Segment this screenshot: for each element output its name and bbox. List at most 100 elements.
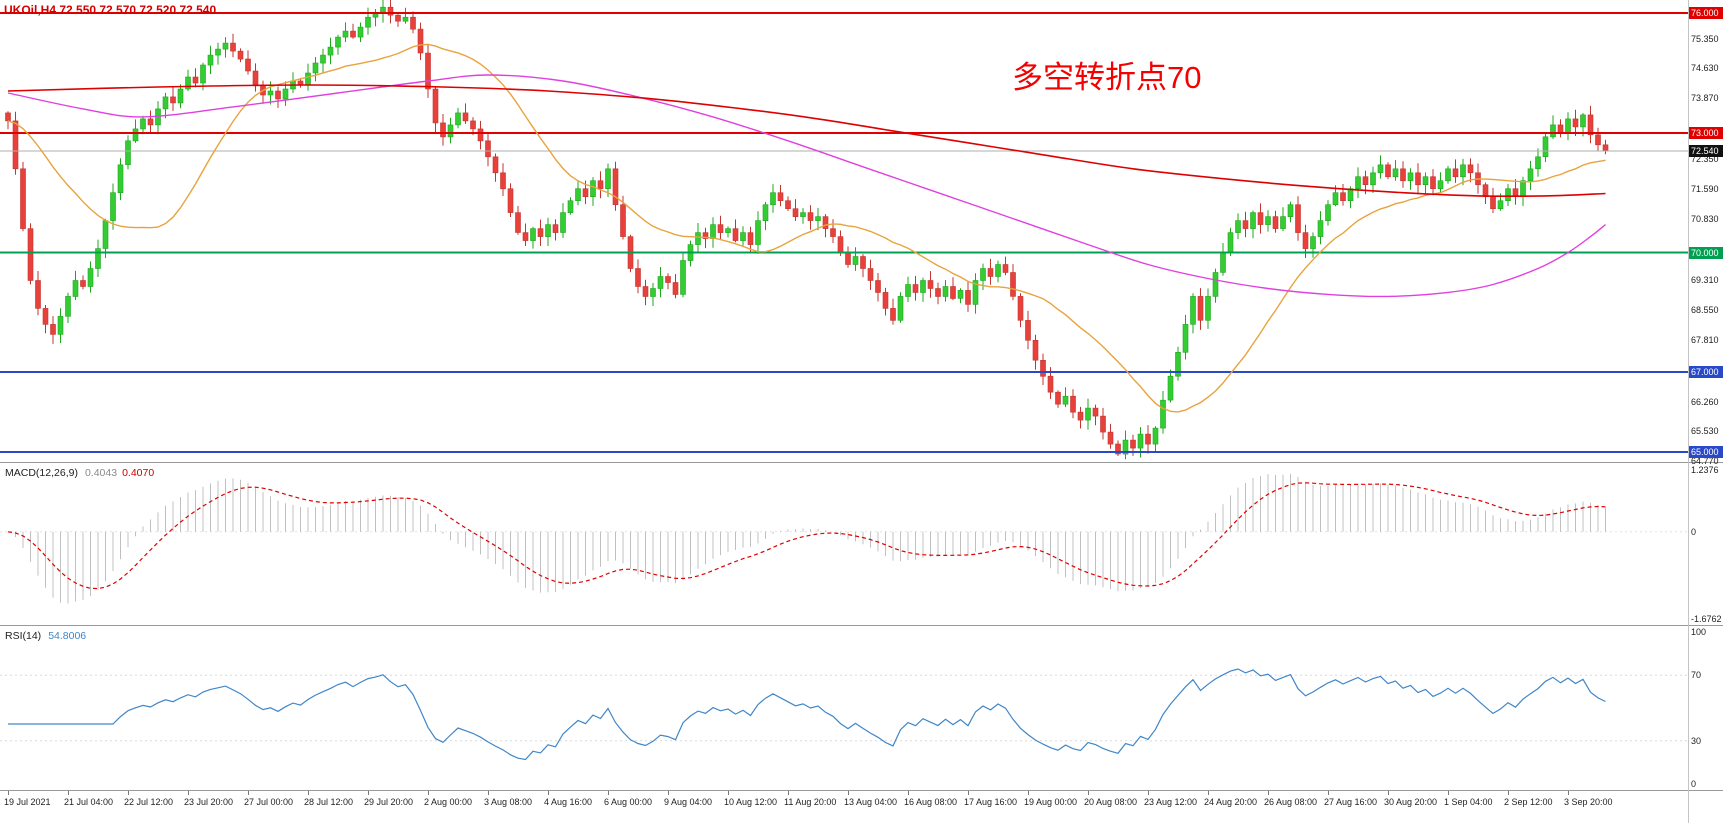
macd-name: MACD(12,26,9) xyxy=(5,467,78,479)
time-axis-tick xyxy=(1268,791,1269,795)
ma-fast-line xyxy=(7,43,1606,413)
time-axis-label: 24 Aug 20:00 xyxy=(1204,797,1258,807)
price-tick-label: 74.630 xyxy=(1691,63,1719,73)
price-chart-panel: UKOil,H4 72.550 72.570 72.520 72.540 多空转… xyxy=(0,0,1688,462)
time-axis-label: 22 Jul 12:00 xyxy=(124,797,174,807)
time-axis-tick xyxy=(248,791,249,795)
panel-separator[interactable] xyxy=(0,790,1723,791)
macd-value: 0.4043 xyxy=(84,467,118,479)
time-axis-tick xyxy=(1448,791,1449,795)
time-axis-label: 27 Jul 00:00 xyxy=(244,797,294,807)
time-axis-tick xyxy=(68,791,69,795)
price-tick-label: 70.830 xyxy=(1691,214,1719,224)
rsi-panel: RSI(14) 54.8006 xyxy=(0,626,1688,790)
time-axis-tick xyxy=(368,791,369,795)
time-axis-label: 3 Sep 20:00 xyxy=(1564,797,1613,807)
time-axis-tick xyxy=(908,791,909,795)
time-axis-label: 9 Aug 04:00 xyxy=(664,797,713,807)
macd-axis-zero-label: 0 xyxy=(1691,527,1697,537)
time-axis-label: 10 Aug 12:00 xyxy=(724,797,778,807)
macd-label: MACD(12,26,9) 0.4043 0.4070 xyxy=(5,467,161,479)
macd-signal-value: 0.4070 xyxy=(122,467,155,479)
price-line-badge: 65.000 xyxy=(1689,446,1723,458)
annotation-text: 多空转折点70 xyxy=(1012,60,1202,95)
time-axis-label: 19 Aug 00:00 xyxy=(1024,797,1078,807)
time-axis-tick xyxy=(428,791,429,795)
time-axis-label: 6 Aug 00:00 xyxy=(604,797,653,807)
time-axis-label: 20 Aug 08:00 xyxy=(1084,797,1138,807)
rsi-axis-label: 70 xyxy=(1691,670,1702,680)
ma-slow-line xyxy=(7,84,1606,198)
time-axis-tick xyxy=(1508,791,1509,795)
candles-layer xyxy=(5,0,1609,460)
time-axis-label: 17 Aug 16:00 xyxy=(964,797,1018,807)
time-axis-label: 4 Aug 16:00 xyxy=(544,797,593,807)
macd-axis-max-label: 1.2376 xyxy=(1691,465,1719,475)
time-axis-label: 1 Sep 04:00 xyxy=(1444,797,1493,807)
time-axis-label: 26 Aug 08:00 xyxy=(1264,797,1318,807)
time-axis-label: 23 Aug 12:00 xyxy=(1144,797,1198,807)
time-axis-tick xyxy=(188,791,189,795)
price-scale[interactable]: 75.350 74.630 73.870 72.350 71.590 70.830 69.3… xyxy=(1689,0,1723,838)
price-line-badge: 67.000 xyxy=(1689,366,1723,378)
horizontal-lines-layer xyxy=(0,12,1688,453)
price-tick-label: 71.590 xyxy=(1691,184,1719,194)
time-axis-tick xyxy=(668,791,669,795)
price-tick-label: 67.810 xyxy=(1691,335,1719,345)
rsi-axis-label: 100 xyxy=(1691,627,1707,637)
time-axis-label: 27 Aug 16:00 xyxy=(1324,797,1378,807)
price-tick-label: 64.770 xyxy=(1691,456,1719,466)
ma-mid-line xyxy=(7,74,1606,298)
time-axis-tick xyxy=(1568,791,1569,795)
price-tick-label: 73.870 xyxy=(1691,93,1719,103)
time-axis-tick xyxy=(128,791,129,795)
time-axis-label: 11 Aug 20:00 xyxy=(784,797,837,807)
rsi-axis-label: 30 xyxy=(1691,736,1702,746)
time-axis-label: 3 Aug 08:00 xyxy=(484,797,533,807)
time-axis-label: 29 Jul 20:00 xyxy=(364,797,414,807)
time-axis-label: 21 Jul 04:00 xyxy=(64,797,114,807)
time-axis-tick xyxy=(1028,791,1029,795)
time-axis-tick xyxy=(788,791,789,795)
price-line-badge: 73.000 xyxy=(1689,127,1723,139)
time-axis-tick xyxy=(1208,791,1209,795)
time-axis-tick xyxy=(1088,791,1089,795)
macd-axis-min-label: -1.6762 xyxy=(1691,614,1722,624)
macd-chart-canvas[interactable] xyxy=(0,463,1688,625)
macd-panel: MACD(12,26,9) 0.4043 0.4070 xyxy=(0,463,1688,625)
time-axis-label: 30 Aug 20:00 xyxy=(1384,797,1438,807)
rsi-axis-label: 0 xyxy=(1691,779,1697,789)
current-price-badge: 72.540 xyxy=(1689,145,1723,157)
time-axis-label: 19 Jul 2021 xyxy=(4,797,51,807)
time-axis-label: 28 Jul 12:00 xyxy=(304,797,354,807)
price-line-badge: 76.000 xyxy=(1689,7,1723,19)
symbol-ohlc-label: UKOil,H4 72.550 72.570 72.520 72.540 xyxy=(4,3,217,17)
time-axis-tick xyxy=(1388,791,1389,795)
panel-separator[interactable] xyxy=(0,462,1723,463)
time-axis-label: 2 Sep 12:00 xyxy=(1504,797,1553,807)
time-axis-tick xyxy=(1328,791,1329,795)
price-tick-label: 75.350 xyxy=(1691,34,1719,44)
time-axis-tick xyxy=(728,791,729,795)
time-axis-tick xyxy=(8,791,9,795)
rsi-line xyxy=(8,668,1606,761)
time-axis-tick xyxy=(548,791,549,795)
macd-signal-line xyxy=(7,482,1606,590)
price-tick-label: 66.260 xyxy=(1691,397,1719,407)
time-axis-tick xyxy=(308,791,309,795)
price-line-badge: 70.000 xyxy=(1689,247,1723,259)
panel-separator[interactable] xyxy=(0,625,1723,626)
candlestick-chart-canvas[interactable] xyxy=(0,0,1688,462)
price-tick-label: 72.350 xyxy=(1691,154,1719,164)
time-axis-tick xyxy=(488,791,489,795)
time-axis-label: 16 Aug 08:00 xyxy=(904,797,958,807)
rsi-name: RSI(14) xyxy=(5,630,42,642)
time-axis[interactable]: 19 Jul 2021 21 Jul 04:00 22 Jul 12:00 23 Ju… xyxy=(0,791,1688,823)
rsi-value: 54.8006 xyxy=(48,630,87,642)
rsi-chart-canvas[interactable] xyxy=(0,626,1688,790)
time-axis-label: 23 Jul 20:00 xyxy=(184,797,234,807)
price-tick-label: 68.550 xyxy=(1691,305,1719,315)
time-axis-label: 2 Aug 00:00 xyxy=(424,797,473,807)
price-tick-label: 65.530 xyxy=(1691,426,1719,436)
time-axis-tick xyxy=(1148,791,1149,795)
